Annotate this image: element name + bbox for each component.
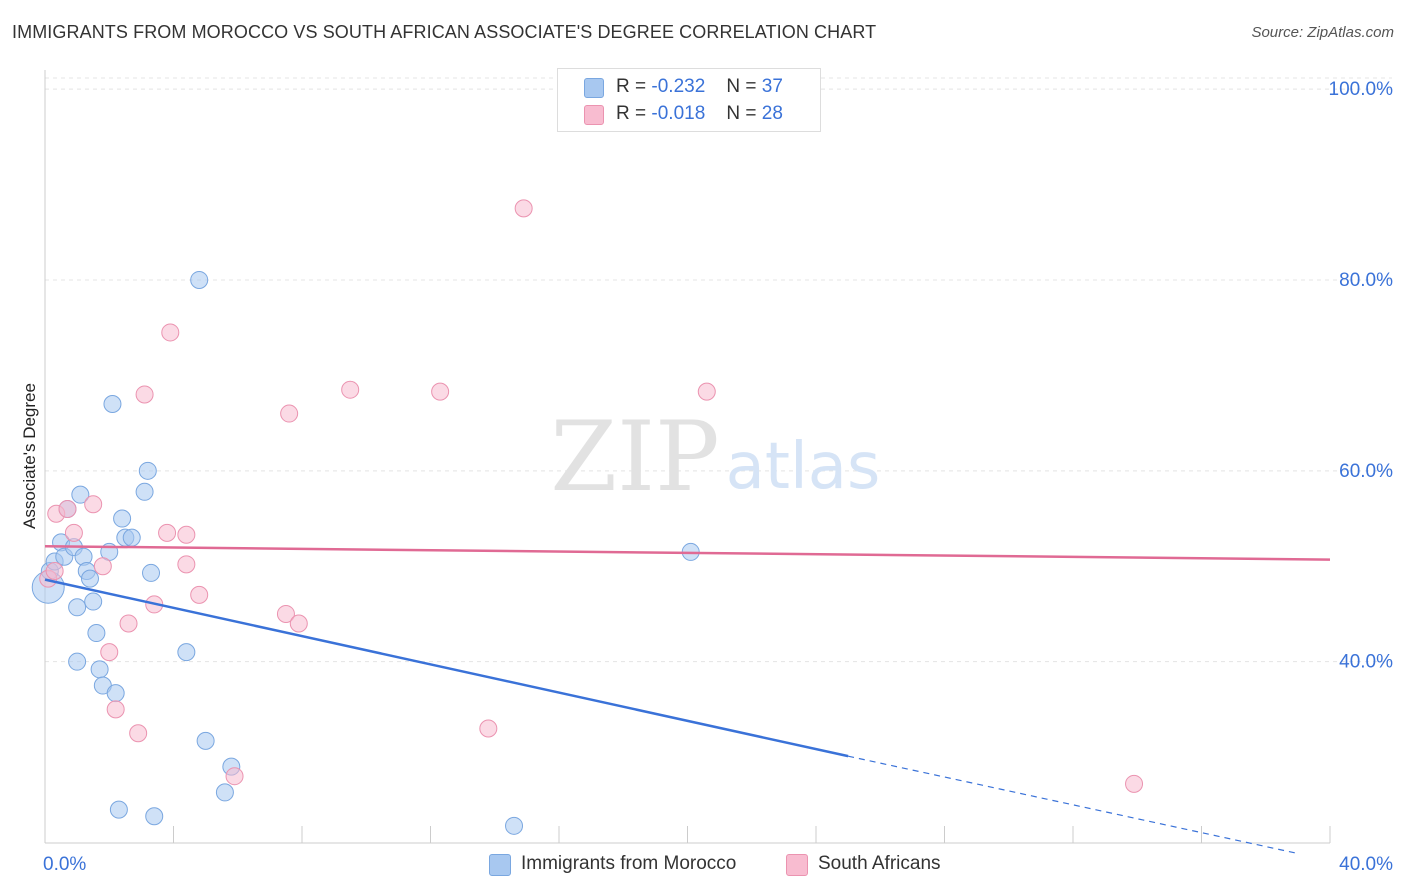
legend-text-morocco: R = -0.232 N = 37	[616, 76, 783, 98]
point-morocco	[106, 684, 125, 703]
watermark-atlas: atlas	[726, 430, 881, 504]
point-south-africans	[479, 719, 498, 738]
point-south-africans	[177, 525, 196, 544]
trend-lines	[44, 544, 1331, 855]
point-morocco	[145, 807, 164, 826]
point-morocco	[505, 816, 524, 835]
watermark: ZIP atlas	[550, 401, 880, 513]
point-south-africans	[84, 495, 103, 514]
r-value-morocco: -0.232	[651, 76, 706, 97]
point-south-africans	[341, 380, 360, 399]
point-south-africans	[289, 614, 308, 633]
r-value-south-africans: -0.018	[651, 103, 706, 124]
y-tick-label: 100.0%	[1329, 79, 1394, 100]
trend-line-south-africans	[44, 544, 1331, 561]
point-morocco	[113, 509, 132, 528]
point-south-africans	[1125, 774, 1144, 793]
point-morocco	[196, 731, 215, 750]
r-label: R =	[616, 103, 647, 124]
point-morocco	[68, 652, 87, 671]
point-south-africans	[431, 382, 450, 401]
source-credit: Source: ZipAtlas.com	[1251, 24, 1394, 41]
point-south-africans	[64, 523, 83, 542]
point-morocco	[215, 783, 234, 802]
point-south-africans	[45, 562, 64, 581]
legend-swatch-south-africans	[584, 105, 604, 125]
point-morocco	[122, 528, 141, 547]
point-south-africans	[225, 767, 244, 786]
point-south-africans	[514, 199, 533, 218]
y-tick-label: 40.0%	[1339, 652, 1393, 673]
point-morocco	[90, 660, 109, 679]
point-morocco	[142, 563, 161, 582]
n-value-morocco: 37	[761, 76, 783, 97]
bottom-legend-label-morocco: Immigrants from Morocco	[521, 853, 737, 874]
point-south-africans	[58, 499, 77, 518]
point-morocco	[84, 592, 103, 611]
trend-line-morocco	[44, 578, 849, 758]
point-south-africans	[177, 555, 196, 574]
point-morocco	[109, 800, 128, 819]
point-south-africans	[161, 323, 180, 342]
point-morocco	[103, 395, 122, 414]
watermark-zip: ZIP	[550, 401, 719, 513]
point-morocco	[177, 643, 196, 662]
chart-title: IMMIGRANTS FROM MOROCCO VS SOUTH AFRICAN…	[12, 22, 877, 42]
point-morocco	[138, 461, 157, 480]
point-south-africans	[190, 585, 209, 604]
bottom-legend-swatch-south-africans	[786, 854, 808, 876]
n-value-south-africans: 28	[761, 103, 783, 124]
r-label: R =	[616, 76, 647, 97]
data-points	[31, 199, 1144, 835]
point-morocco	[135, 482, 154, 501]
n-label: N =	[726, 76, 757, 97]
legend-swatch-morocco	[584, 78, 604, 98]
point-south-africans	[280, 404, 299, 423]
bottom-legend-swatch-morocco	[489, 854, 511, 876]
axes	[44, 70, 1331, 844]
x-tick-label-max: 40.0%	[1339, 854, 1393, 875]
x-tick-label-min: 0.0%	[43, 854, 86, 875]
point-south-africans	[158, 523, 177, 542]
stats-legend: R = -0.232 N = 37 R = -0.018 N = 28	[557, 68, 821, 132]
point-south-africans	[135, 385, 154, 404]
y-tick-label: 80.0%	[1339, 270, 1393, 291]
y-tick-label: 60.0%	[1339, 461, 1393, 482]
point-morocco	[87, 624, 106, 643]
point-morocco	[68, 598, 87, 617]
gridlines	[45, 77, 1392, 663]
point-south-africans	[697, 382, 716, 401]
bottom-legend-label-south-africans: South Africans	[818, 853, 941, 874]
point-morocco	[71, 485, 90, 504]
tick-labels: 40.0% 60.0% 80.0% 100.0% 0.0% 40.0%	[43, 79, 1393, 875]
point-south-africans	[93, 557, 112, 576]
point-south-africans	[106, 700, 125, 719]
legend-text-south-africans: R = -0.018 N = 28	[616, 103, 783, 125]
point-south-africans	[276, 604, 295, 623]
point-morocco	[190, 270, 209, 289]
point-south-africans	[119, 614, 138, 633]
n-label: N =	[726, 103, 757, 124]
point-south-africans	[100, 643, 119, 662]
point-south-africans	[129, 724, 148, 743]
point-morocco	[80, 569, 99, 588]
